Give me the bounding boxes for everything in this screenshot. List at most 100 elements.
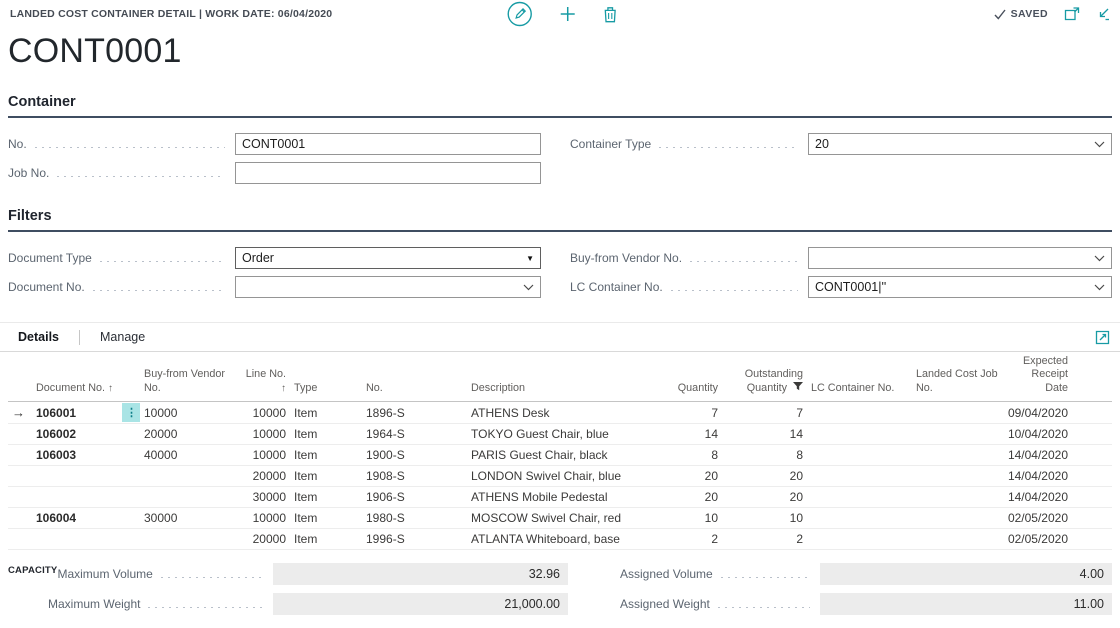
cell-doc_no[interactable]: 106001 [32,401,118,425]
cell-description[interactable]: PARIS Guest Chair, black [467,444,667,467]
document-type-select[interactable]: Order ▼ [235,247,541,269]
column-header-quantity[interactable]: Quantity [667,352,722,403]
cell-expected_receipt_date[interactable]: 02/05/2020 [1002,507,1112,530]
cell-doc_no[interactable]: 106003 [32,444,118,467]
cell-type[interactable]: Item [290,528,362,551]
cell-description[interactable]: ATHENS Desk [467,401,667,425]
cell-buy_from_vendor_no[interactable]: 40000 [140,444,240,467]
cell-lc_container_no[interactable] [807,401,912,425]
cell-expected_receipt_date[interactable]: 09/04/2020 [1002,401,1112,425]
cell-type[interactable]: Item [290,507,362,530]
filters-section-heading[interactable]: Filters [8,208,1112,232]
cell-expected_receipt_date[interactable]: 14/04/2020 [1002,486,1112,509]
cell-type[interactable]: Item [290,486,362,509]
cell-landed_cost_job_no[interactable] [912,444,1002,467]
cell-description[interactable]: ATLANTA Whiteboard, base [467,528,667,551]
cell-buy_from_vendor_no[interactable]: 10000 [140,401,240,425]
cell-outstanding_quantity[interactable]: 2 [722,528,807,551]
cell-type[interactable]: Item [290,423,362,446]
cell-line_no[interactable]: 10000 [240,401,290,425]
cell-line_no[interactable]: 10000 [240,444,290,467]
column-header-type[interactable]: Type [290,352,362,403]
cell-buy_from_vendor_no[interactable] [140,528,240,551]
cell-landed_cost_job_no[interactable] [912,507,1002,530]
cell-doc_no[interactable]: 106002 [32,423,118,446]
new-icon[interactable] [559,5,577,23]
cell-doc_no[interactable] [32,465,118,488]
cell-no[interactable]: 1896-S [362,401,467,425]
triangle-down-icon[interactable]: ▼ [526,253,534,263]
cell-landed_cost_job_no[interactable] [912,528,1002,551]
cell-line_no[interactable]: 20000 [240,528,290,551]
no-field[interactable] [235,133,541,155]
cell-outstanding_quantity[interactable]: 8 [722,444,807,467]
cell-no[interactable]: 1906-S [362,486,467,509]
chevron-down-icon[interactable] [1094,141,1105,148]
cell-no[interactable]: 1980-S [362,507,467,530]
cell-landed_cost_job_no[interactable] [912,465,1002,488]
column-header-lc_container_no[interactable]: LC Container No. [807,352,912,403]
column-header-no[interactable]: No. [362,352,467,403]
cell-line_no[interactable]: 10000 [240,507,290,530]
cell-expected_receipt_date[interactable]: 14/04/2020 [1002,444,1112,467]
buy-from-vendor-no-field[interactable] [808,247,1112,269]
column-header-landed_cost_job_no[interactable]: Landed Cost Job No. [912,352,1002,403]
cell-doc_no[interactable] [32,528,118,551]
lc-container-no-input[interactable] [815,280,1088,294]
cell-type[interactable]: Item [290,401,362,425]
tab-details[interactable]: Details [18,330,59,344]
cell-quantity[interactable]: 8 [667,444,722,467]
cell-type[interactable]: Item [290,465,362,488]
cell-type[interactable]: Item [290,444,362,467]
cell-quantity[interactable]: 7 [667,401,722,425]
document-no-input[interactable] [242,280,517,294]
cell-description[interactable]: MOSCOW Swivel Chair, red [467,507,667,530]
cell-no[interactable]: 1964-S [362,423,467,446]
cell-landed_cost_job_no[interactable] [912,401,1002,425]
cell-line_no[interactable]: 30000 [240,486,290,509]
chevron-down-icon[interactable] [1094,255,1105,262]
cell-quantity[interactable]: 20 [667,486,722,509]
job-no-field[interactable] [235,162,541,184]
tab-manage[interactable]: Manage [100,330,146,344]
cell-lc_container_no[interactable] [807,486,912,509]
buy-from-vendor-no-input[interactable] [815,251,1088,265]
cell-expected_receipt_date[interactable]: 14/04/2020 [1002,465,1112,488]
collapse-icon[interactable] [1096,7,1110,21]
column-header-outstanding_quantity[interactable]: Outstanding Quantity [722,352,807,403]
cell-description[interactable]: LONDON Swivel Chair, blue [467,465,667,488]
cell-no[interactable]: 1908-S [362,465,467,488]
row-options-icon[interactable]: ⋮ [122,403,140,423]
lc-container-no-field[interactable] [808,276,1112,298]
column-header-line_no[interactable]: Line No. ↑ [240,352,290,403]
cell-description[interactable]: TOKYO Guest Chair, blue [467,423,667,446]
cell-outstanding_quantity[interactable]: 7 [722,401,807,425]
cell-outstanding_quantity[interactable]: 14 [722,423,807,446]
column-header-description[interactable]: Description [467,352,667,403]
cell-line_no[interactable]: 20000 [240,465,290,488]
cell-outstanding_quantity[interactable]: 20 [722,465,807,488]
cell-no[interactable]: 1900-S [362,444,467,467]
column-header-doc_no[interactable]: Document No. ↑ [32,352,118,403]
job-no-input[interactable] [242,166,534,180]
container-type-field[interactable] [808,133,1112,155]
cell-expected_receipt_date[interactable]: 02/05/2020 [1002,528,1112,551]
cell-lc_container_no[interactable] [807,423,912,446]
cell-lc_container_no[interactable] [807,528,912,551]
cell-buy_from_vendor_no[interactable] [140,465,240,488]
cell-landed_cost_job_no[interactable] [912,486,1002,509]
cell-description[interactable]: ATHENS Mobile Pedestal [467,486,667,509]
column-header-expected_receipt_date[interactable]: Expected Receipt Date [1002,352,1112,403]
delete-icon[interactable] [603,6,618,23]
cell-quantity[interactable]: 10 [667,507,722,530]
chevron-down-icon[interactable] [523,284,534,291]
cell-expected_receipt_date[interactable]: 10/04/2020 [1002,423,1112,446]
container-section-heading[interactable]: Container [8,94,1112,118]
cell-line_no[interactable]: 10000 [240,423,290,446]
cell-landed_cost_job_no[interactable] [912,423,1002,446]
cell-lc_container_no[interactable] [807,507,912,530]
cell-no[interactable]: 1996-S [362,528,467,551]
cell-lc_container_no[interactable] [807,465,912,488]
open-in-window-icon[interactable] [1064,7,1080,21]
cell-quantity[interactable]: 20 [667,465,722,488]
